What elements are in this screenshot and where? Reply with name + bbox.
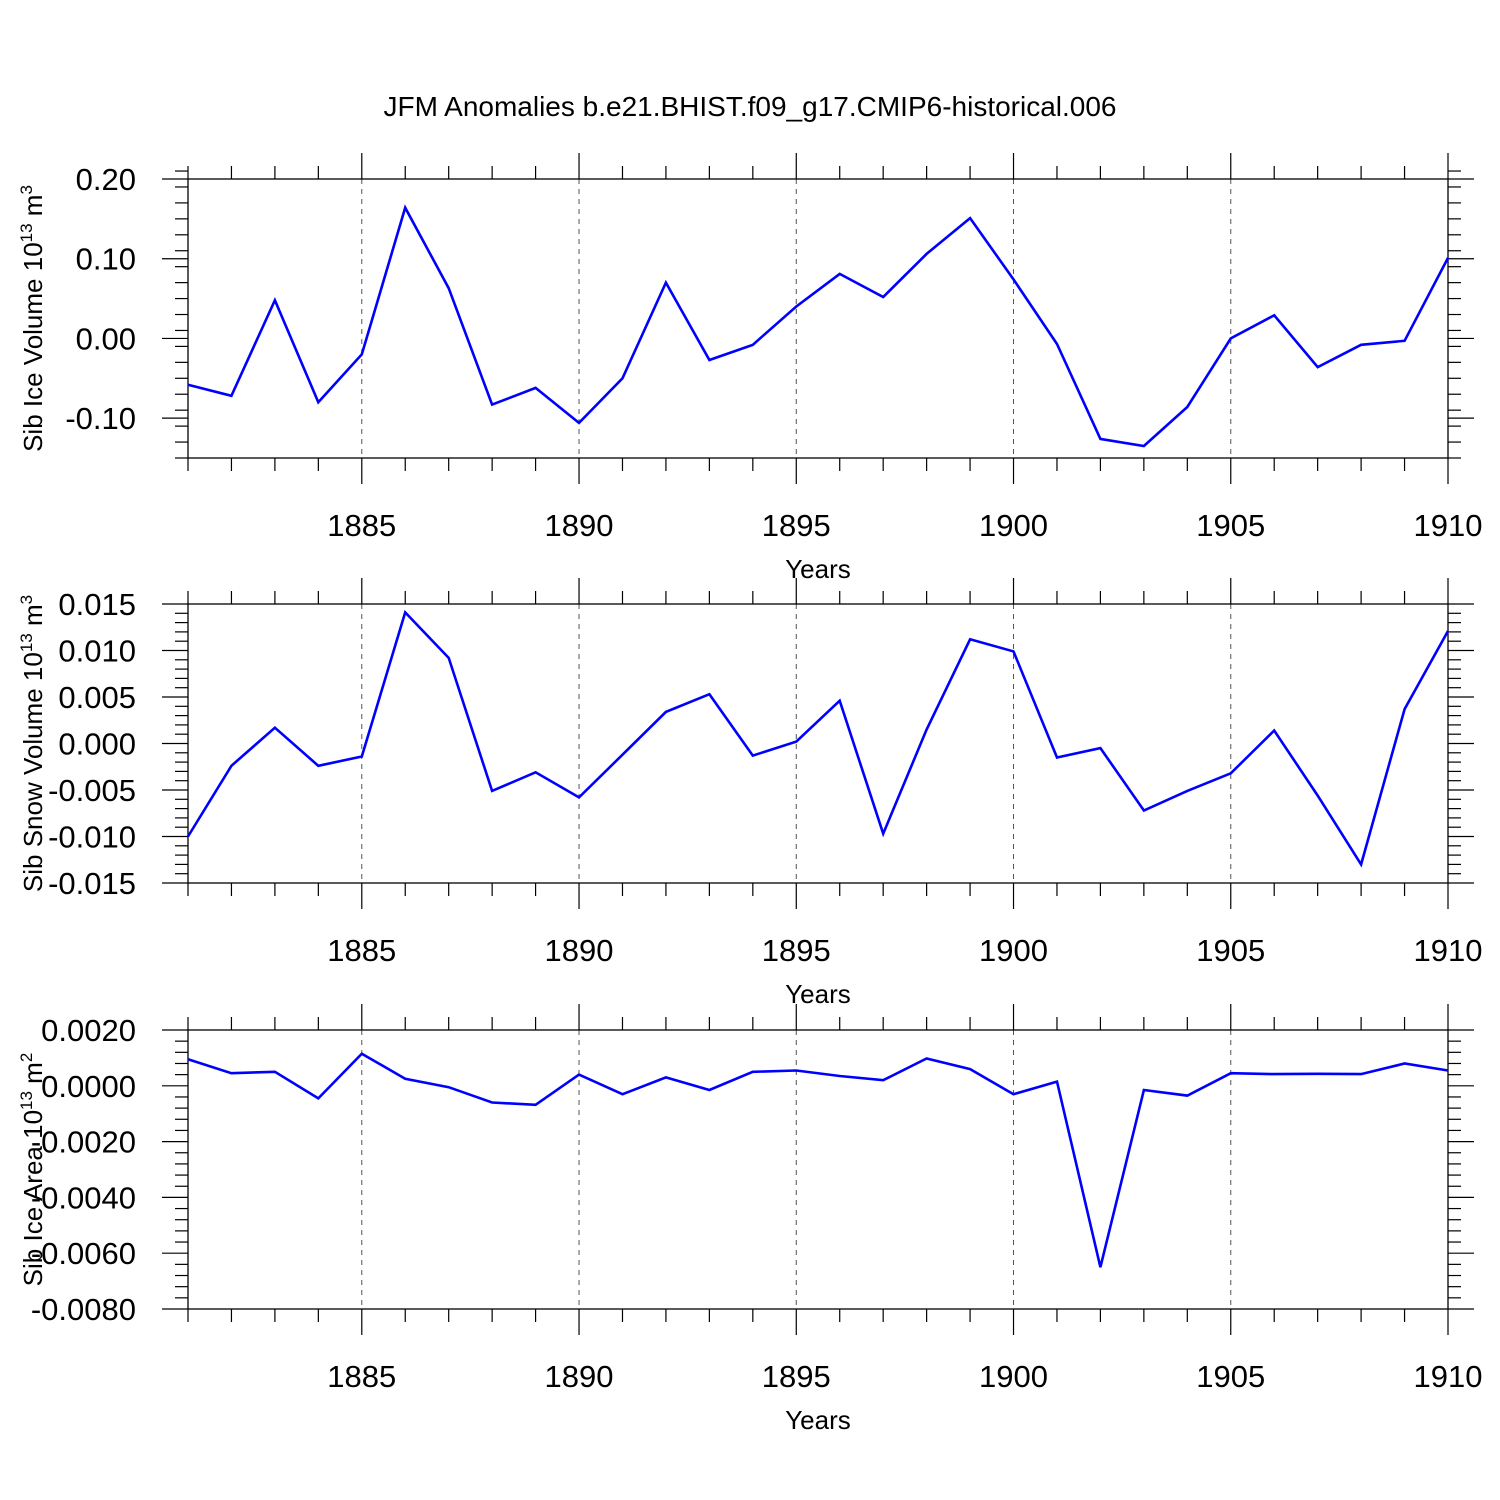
- y-tick-label: -0.015: [48, 866, 136, 901]
- y-tick-label: 0.010: [58, 634, 136, 669]
- panel-2: -0.015 -0.010 -0.005 0.000 0.005 0.010 0.015 18…: [17, 578, 1482, 1009]
- y-tick-label: -0.010: [48, 820, 136, 855]
- x-axis-title: Years: [785, 1405, 851, 1435]
- plot-frame: [187, 178, 1449, 459]
- y-axis-title: Sib Snow Volume 1013 m3: [17, 595, 48, 892]
- x-tick-label-1890: 1890: [545, 933, 614, 968]
- x-tick-label-1895: 1895: [762, 1359, 831, 1394]
- y-tick-label: -0.005: [48, 773, 136, 808]
- x-tick-label-1895: 1895: [762, 933, 831, 968]
- y-tick-label: -0.0060: [31, 1236, 136, 1271]
- x-tick-label-1910: 1910: [1414, 933, 1483, 968]
- x-axis-title: Years: [785, 554, 851, 584]
- x-tick-label-1890: 1890: [545, 508, 614, 543]
- x-tick-label-1885: 1885: [327, 508, 396, 543]
- y-axis-title: Sib Ice Volume 1013 m3: [17, 185, 48, 452]
- x-tick-label-1900: 1900: [979, 508, 1048, 543]
- x-tick-label-1910: 1910: [1414, 1359, 1483, 1394]
- x-axis-title: Years: [785, 979, 851, 1009]
- y-tick-label: -0.0040: [31, 1180, 136, 1215]
- y-tick-label: -0.10: [65, 401, 136, 436]
- y-axis-title: Sib Ice Area 1013 m2: [17, 1053, 48, 1287]
- x-tick-label-1885: 1885: [327, 933, 396, 968]
- series-line: [187, 204, 1450, 448]
- x-tick-label-1905: 1905: [1196, 1359, 1265, 1394]
- x-tick-label-1900: 1900: [979, 1359, 1048, 1394]
- series-line: [186, 609, 1450, 868]
- y-tick-label: 0.000: [58, 727, 136, 762]
- series-line: [187, 1052, 1449, 1268]
- y-tick-label: 0.00: [76, 321, 136, 356]
- x-tick-label-1910: 1910: [1414, 508, 1483, 543]
- y-tick-label: 0.10: [76, 242, 136, 277]
- plot-frame: [187, 1029, 1449, 1310]
- x-tick-label-1885: 1885: [327, 1359, 396, 1394]
- y-tick-label: 0.20: [76, 162, 136, 197]
- plot-frame: [187, 603, 1449, 884]
- y-tick-label: -0.0080: [31, 1292, 136, 1327]
- y-tick-label: 0.0000: [41, 1069, 136, 1104]
- x-tick-label-1895: 1895: [762, 508, 831, 543]
- panel-3: -0.0080 -0.0060 -0.0040 -0.0020 0.0000 0.0020…: [17, 1004, 1482, 1435]
- figure-title: JFM Anomalies b.e21.BHIST.f09_g17.CMIP6-…: [383, 91, 1116, 122]
- x-tick-label-1905: 1905: [1196, 508, 1265, 543]
- x-tick-label-1890: 1890: [545, 1359, 614, 1394]
- y-tick-label: -0.0020: [31, 1125, 136, 1160]
- x-tick-label-1905: 1905: [1196, 933, 1265, 968]
- x-tick-label-1900: 1900: [979, 933, 1048, 968]
- y-tick-label: 0.015: [58, 587, 136, 622]
- y-tick-label: 0.0020: [41, 1013, 136, 1048]
- panel-1: -0.10 0.00 0.10 0.20 1885 1890 1895 1900 1905 191…: [17, 153, 1482, 584]
- y-tick-label: 0.005: [58, 680, 136, 715]
